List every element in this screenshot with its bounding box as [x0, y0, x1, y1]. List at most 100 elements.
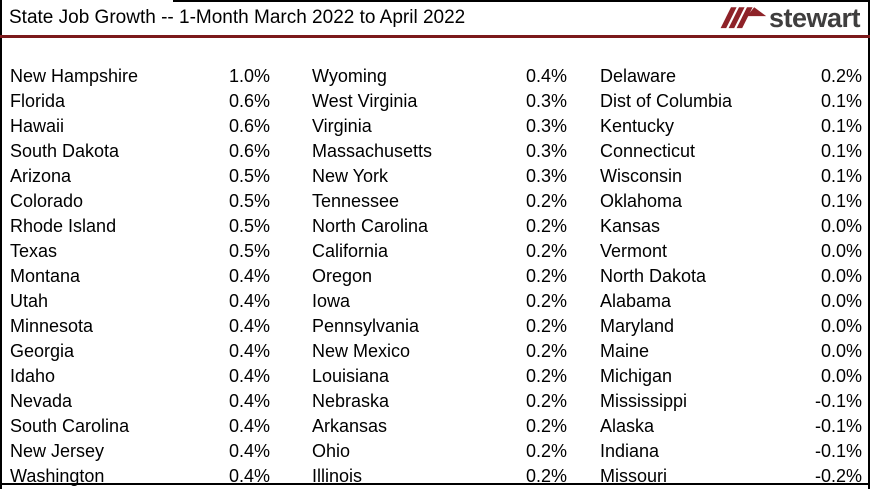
state-name: Kansas — [600, 216, 661, 236]
table-row: Washington 0.4% — [10, 464, 270, 489]
table-row: Colorado 0.5% — [10, 189, 270, 214]
growth-value: 0.1% — [820, 91, 862, 111]
state-name: West Virginia — [312, 91, 418, 111]
state-name: Georgia — [10, 341, 75, 361]
table-row: Oklahoma 0.1% — [600, 189, 862, 214]
state-name: Pennsylvania — [312, 316, 420, 336]
state-name: Montana — [10, 266, 81, 286]
table-row: Iowa 0.2% — [312, 289, 567, 314]
state-name: Colorado — [10, 191, 84, 211]
state-name: Iowa — [312, 291, 351, 311]
state-name: Indiana — [600, 441, 660, 461]
table-row: Mississippi -0.1% — [600, 389, 862, 414]
table-row: North Dakota 0.0% — [600, 264, 862, 289]
state-name: Rhode Island — [10, 216, 117, 236]
page-title: State Job Growth -- 1-Month March 2022 t… — [9, 7, 466, 28]
table-row: Maryland 0.0% — [600, 314, 862, 339]
state-name: Arkansas — [312, 416, 388, 436]
growth-value: 0.4% — [228, 266, 270, 286]
growth-value: 0.4% — [228, 291, 270, 311]
growth-value: 0.4% — [228, 391, 270, 411]
growth-value: -0.1% — [814, 441, 862, 461]
table-row: Massachusetts 0.3% — [312, 139, 567, 164]
state-name: Wisconsin — [600, 166, 683, 186]
growth-value: 0.0% — [820, 316, 862, 336]
state-name: New York — [312, 166, 389, 186]
table-row: Dist of Columbia 0.1% — [600, 89, 862, 114]
growth-value: 0.3% — [525, 116, 567, 136]
growth-value: 0.2% — [820, 66, 862, 86]
table-row: Georgia 0.4% — [10, 339, 270, 364]
table-row: California 0.2% — [312, 239, 567, 264]
state-name: Connecticut — [600, 141, 696, 161]
growth-value: 0.0% — [820, 266, 862, 286]
state-name: New Jersey — [10, 441, 105, 461]
table-row: Missouri -0.2% — [600, 464, 862, 489]
table-row: Delaware 0.2% — [600, 64, 862, 89]
state-name: California — [312, 241, 389, 261]
figure-header: State Job Growth -- 1-Month March 2022 t… — [2, 2, 868, 35]
title-underline-rule — [0, 35, 870, 38]
table-row: Connecticut 0.1% — [600, 139, 862, 164]
table-row: Virginia 0.3% — [312, 114, 567, 139]
state-name: Nebraska — [312, 391, 390, 411]
state-name: Louisiana — [312, 366, 390, 386]
table-row: New Jersey 0.4% — [10, 439, 270, 464]
state-name: Illinois — [312, 466, 363, 486]
state-name: South Carolina — [10, 416, 130, 436]
growth-value: 1.0% — [228, 66, 270, 86]
growth-value: 0.5% — [228, 241, 270, 261]
state-name: Utah — [10, 291, 49, 311]
growth-value: 0.4% — [228, 366, 270, 386]
state-name: Dist of Columbia — [600, 91, 733, 111]
table-row: Wyoming 0.4% — [312, 64, 567, 89]
growth-value: 0.0% — [820, 241, 862, 261]
growth-value: 0.1% — [820, 116, 862, 136]
table-row: Alabama 0.0% — [600, 289, 862, 314]
growth-value: 0.4% — [525, 66, 567, 86]
state-name: New Hampshire — [10, 66, 139, 86]
growth-value: 0.2% — [525, 241, 567, 261]
growth-value: 0.3% — [525, 166, 567, 186]
state-name: Hawaii — [10, 116, 65, 136]
state-name: Texas — [10, 241, 58, 261]
table-row: North Carolina 0.2% — [312, 214, 567, 239]
growth-value: 0.2% — [525, 366, 567, 386]
state-name: Florida — [10, 91, 66, 111]
growth-value: -0.1% — [814, 416, 862, 436]
table-column-3: Delaware 0.2% Dist of Columbia 0.1% Kentucky… — [600, 64, 862, 489]
state-name: New Mexico — [312, 341, 411, 361]
table-row: New Mexico 0.2% — [312, 339, 567, 364]
stewart-logo: stewart — [719, 5, 861, 32]
growth-value: 0.1% — [820, 166, 862, 186]
state-name: Delaware — [600, 66, 677, 86]
growth-value: 0.5% — [228, 216, 270, 236]
growth-value: -0.2% — [814, 466, 862, 486]
growth-value: 0.4% — [228, 341, 270, 361]
table-row: Texas 0.5% — [10, 239, 270, 264]
table-row: Indiana -0.1% — [600, 439, 862, 464]
growth-value: 0.2% — [525, 266, 567, 286]
table-row: West Virginia 0.3% — [312, 89, 567, 114]
table-row: Ohio 0.2% — [312, 439, 567, 464]
state-name: Nevada — [10, 391, 73, 411]
table-row: Pennsylvania 0.2% — [312, 314, 567, 339]
table-row: Louisiana 0.2% — [312, 364, 567, 389]
table-row: Kentucky 0.1% — [600, 114, 862, 139]
table-row: Nevada 0.4% — [10, 389, 270, 414]
table-column-2: Wyoming 0.4% West Virginia 0.3% Virginia 0.3%… — [312, 64, 567, 489]
table-row: Arkansas 0.2% — [312, 414, 567, 439]
table-row: Alaska -0.1% — [600, 414, 862, 439]
growth-value: 0.2% — [525, 416, 567, 436]
table-row: Kansas 0.0% — [600, 214, 862, 239]
state-name: South Dakota — [10, 141, 120, 161]
border-right — [868, 0, 870, 489]
job-growth-table: New Hampshire 1.0% Florida 0.6% Hawaii 0.6% So… — [0, 64, 870, 489]
growth-value: 0.2% — [525, 341, 567, 361]
table-row: Hawaii 0.6% — [10, 114, 270, 139]
growth-value: 0.0% — [820, 366, 862, 386]
growth-value: 0.2% — [525, 441, 567, 461]
border-bottom — [0, 483, 870, 485]
border-top — [173, 0, 870, 2]
